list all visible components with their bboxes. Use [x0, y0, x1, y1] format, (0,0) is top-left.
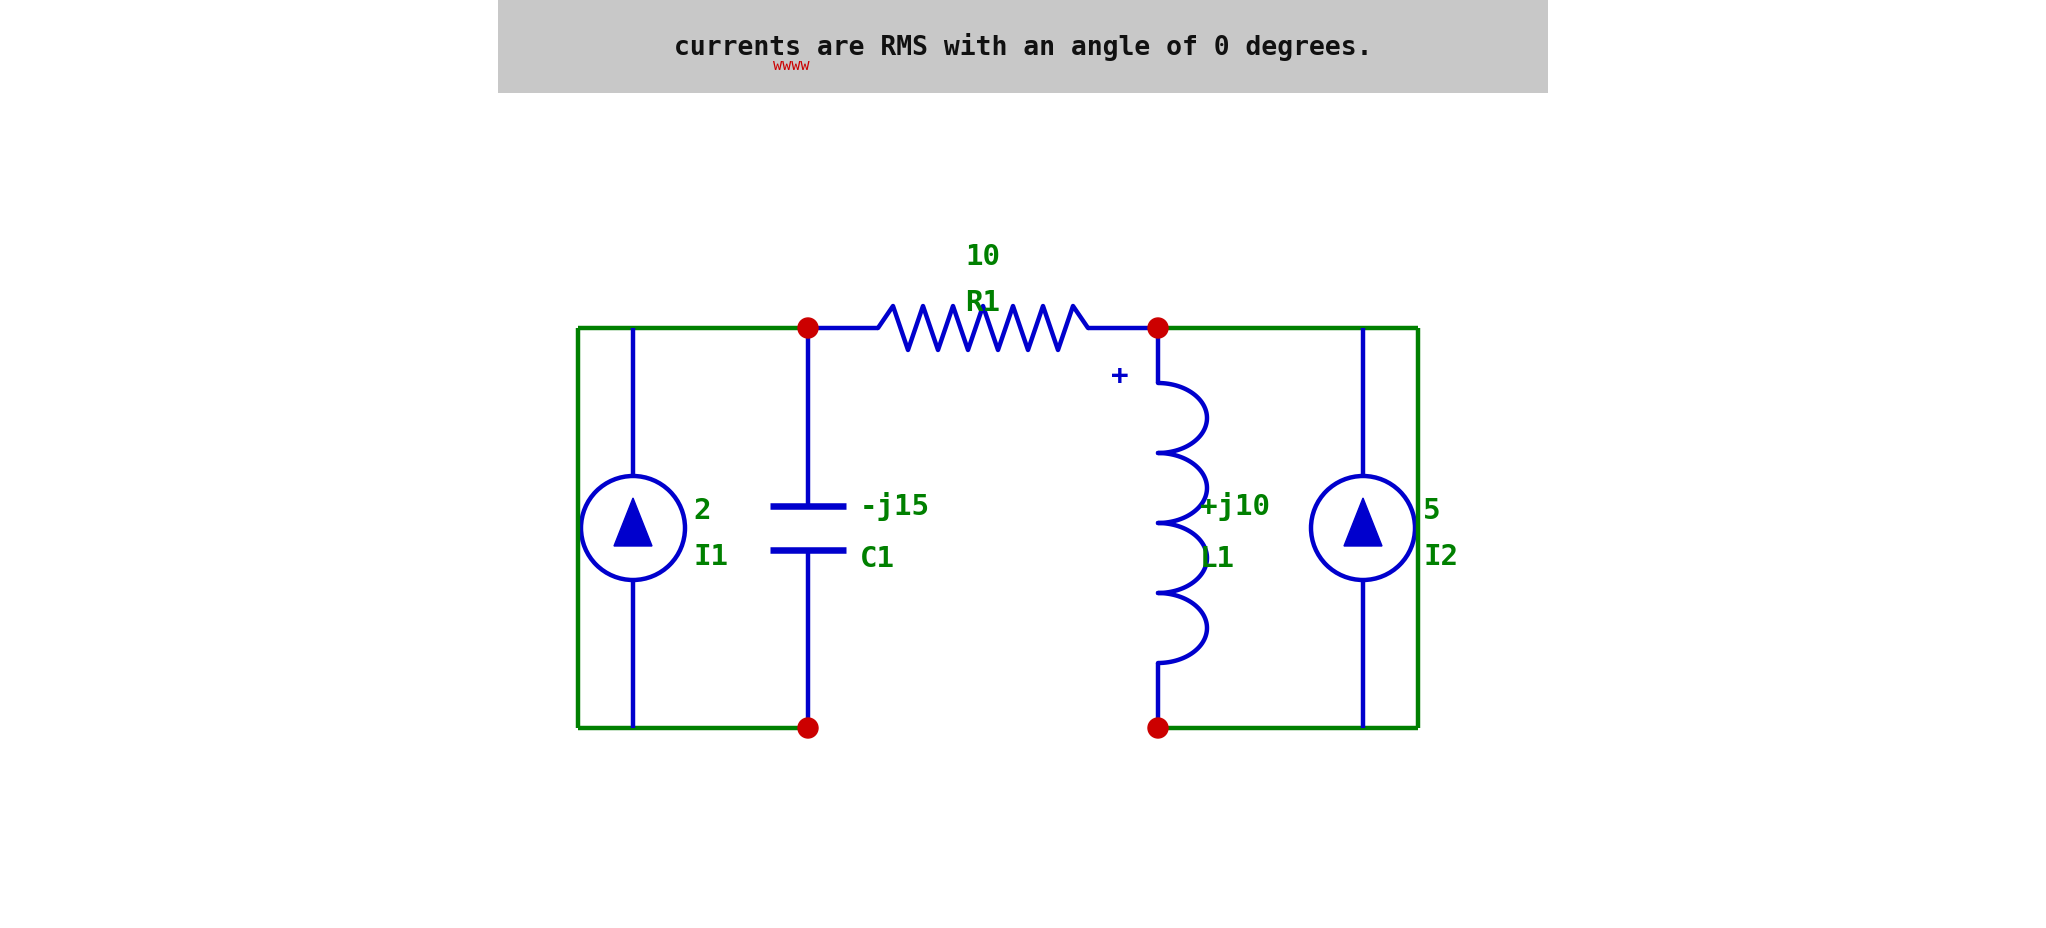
Text: wwww: wwww [773, 58, 810, 73]
Text: currents are RMS with an angle of 0 degrees.: currents are RMS with an angle of 0 degr… [673, 33, 1373, 61]
Circle shape [798, 718, 818, 738]
Text: I1: I1 [694, 542, 728, 571]
Polygon shape [614, 498, 653, 547]
Text: C1: C1 [859, 545, 894, 573]
Text: 5: 5 [1424, 496, 1440, 524]
Circle shape [1148, 718, 1168, 738]
Bar [497, 0, 1549, 94]
Text: L1: L1 [1201, 545, 1236, 573]
Circle shape [1148, 318, 1168, 339]
Text: R1: R1 [966, 289, 1000, 316]
Polygon shape [1344, 498, 1381, 547]
Text: -j15: -j15 [859, 492, 931, 521]
Text: 10: 10 [966, 243, 1000, 271]
Text: I2: I2 [1424, 542, 1459, 571]
Text: 2: 2 [694, 496, 710, 524]
Text: +: + [1111, 362, 1129, 390]
Text: +j10: +j10 [1201, 492, 1271, 521]
Circle shape [798, 318, 818, 339]
